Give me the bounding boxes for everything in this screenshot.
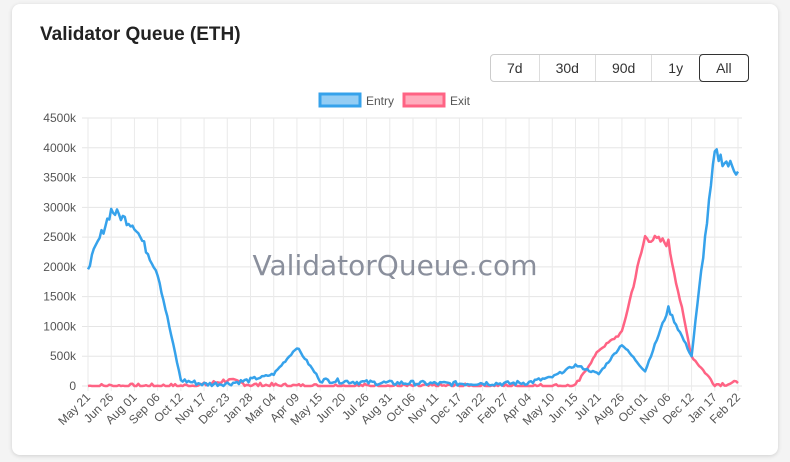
y-tick-label: 4500k [43, 111, 77, 125]
y-tick-label: 3000k [43, 200, 77, 214]
range-1y-button[interactable]: 1y [651, 55, 699, 81]
y-tick-label: 4000k [43, 141, 77, 155]
legend-label-entry[interactable]: Entry [366, 94, 394, 108]
series-line-exit [87, 234, 739, 388]
chart-card: Validator Queue (ETH) 7d 30d 90d 1y All [12, 4, 778, 455]
range-30d-button[interactable]: 30d [538, 55, 595, 81]
range-90d-button[interactable]: 90d [594, 55, 651, 81]
range-7d-button[interactable]: 7d [507, 60, 523, 76]
y-tick-label: 500k [50, 349, 77, 363]
y-tick-label: 2500k [43, 230, 77, 244]
legend-swatch-exit [402, 92, 446, 108]
watermark: ValidatorQueue.com [253, 249, 538, 282]
y-tick-label: 2000k [43, 260, 77, 274]
range-all-button[interactable]: All [699, 54, 749, 82]
series-line-entry [86, 148, 740, 388]
y-tick-label: 1000k [43, 319, 77, 333]
y-tick-label: 0 [69, 379, 76, 393]
y-tick-label: 3500k [43, 171, 77, 185]
y-tick-label: 1500k [43, 290, 77, 304]
legend-label-exit[interactable]: Exit [450, 94, 471, 108]
chart-title: Validator Queue (ETH) [40, 24, 241, 45]
range-selector: 7d 30d 90d 1y All [490, 54, 749, 82]
legend-swatch-entry [318, 92, 362, 108]
